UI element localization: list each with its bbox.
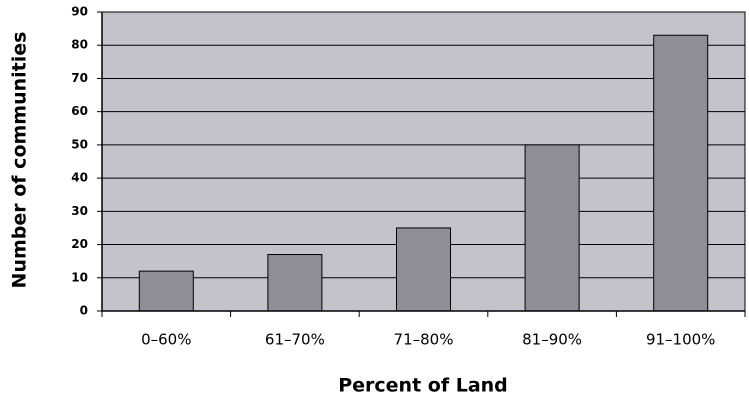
bar <box>267 254 323 312</box>
bar <box>395 227 452 312</box>
x-tick-label: 0–60% <box>141 331 191 349</box>
y-tick-label: 50 <box>71 137 88 151</box>
y-tick-label: 10 <box>71 270 88 284</box>
y-tick-label: 40 <box>71 171 88 185</box>
y-axis-title: Number of communities <box>9 32 31 289</box>
x-tick-label: 91–100% <box>646 331 715 349</box>
x-tick-label: 71–80% <box>394 331 454 349</box>
y-tick-label: 20 <box>71 237 88 251</box>
y-tick-label: 90 <box>71 5 88 19</box>
bar <box>138 270 194 312</box>
y-tick-label: 70 <box>71 71 88 85</box>
bar <box>524 144 580 312</box>
y-tick-label: 60 <box>71 104 88 118</box>
x-tick-label: 61–70% <box>265 331 325 349</box>
x-axis-title: Percent of Land <box>338 375 508 397</box>
x-tick-label: 81–90% <box>522 331 582 349</box>
y-tick-label: 30 <box>71 204 88 218</box>
bar <box>653 34 709 312</box>
y-tick-label: 80 <box>71 38 88 52</box>
y-tick-label: 0 <box>80 304 88 318</box>
